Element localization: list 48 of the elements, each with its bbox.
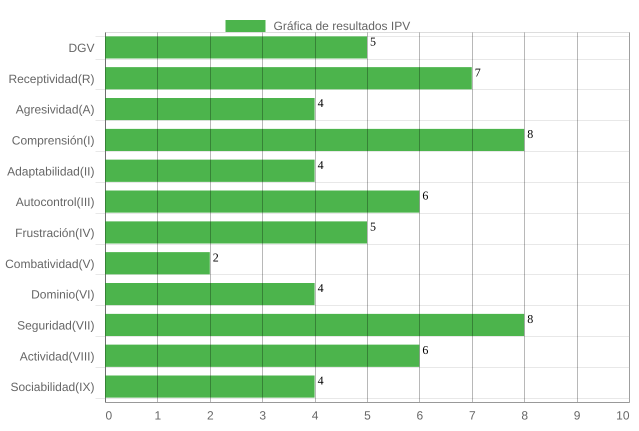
- bar: [105, 67, 472, 90]
- data-label: 4: [318, 158, 324, 172]
- x-tick-label: 8: [521, 408, 528, 422]
- bar: [105, 252, 210, 274]
- y-tick-label: Seguridad(VII): [17, 318, 94, 332]
- bar: [105, 344, 420, 367]
- data-label: 5: [370, 219, 376, 234]
- y-tick-label: DGV: [68, 40, 94, 55]
- x-tick-label: 9: [574, 408, 581, 422]
- data-label: 4: [318, 281, 324, 296]
- data-label: 4: [318, 374, 324, 388]
- data-label: 7: [474, 65, 481, 80]
- y-tick-label: Dominio(VI): [31, 288, 94, 302]
- bar: [105, 375, 315, 398]
- bar: [105, 221, 367, 244]
- data-label: 2: [212, 250, 219, 264]
- x-tick-label: 4: [312, 408, 319, 422]
- data-label: 4: [318, 96, 324, 110]
- x-tick-label: 3: [259, 408, 266, 422]
- bar: [105, 190, 420, 213]
- bar: [105, 160, 315, 182]
- y-tick-label: Autocontrol(III): [16, 195, 94, 210]
- data-label: 5: [370, 34, 376, 48]
- x-tick-label: 5: [364, 408, 372, 422]
- y-tick-label: Actividad(VIII): [20, 349, 94, 364]
- x-tick-label: 6: [416, 408, 424, 422]
- legend-label: Gráfica de resultados IPV: [274, 19, 410, 33]
- x-tick-label: 2: [206, 408, 214, 422]
- y-tick-label: Combatividad(V): [5, 256, 94, 271]
- y-tick-label: Sociabilidad(IX): [10, 380, 94, 394]
- y-tick-label: Comprensión(I): [12, 133, 94, 148]
- x-tick-label: 7: [468, 408, 476, 422]
- y-tick-label: Receptividad(R): [8, 72, 94, 86]
- y-tick-label: Adaptabilidad(II): [7, 164, 94, 178]
- bar: [105, 36, 367, 59]
- x-tick-label: 1: [154, 408, 162, 422]
- data-label: 8: [527, 312, 534, 326]
- y-tick-label: Frustración(IV): [15, 226, 94, 240]
- y-tick-label: Agresividad(A): [16, 102, 94, 117]
- data-label: 6: [422, 342, 428, 357]
- bar: [105, 98, 315, 120]
- bar: [105, 282, 315, 306]
- x-tick-label: 0: [106, 408, 112, 422]
- data-label: 8: [527, 126, 534, 141]
- data-label: 6: [422, 188, 428, 203]
- bar: [105, 314, 524, 336]
- x-tick-label: 10: [616, 408, 630, 422]
- bar: [105, 128, 524, 152]
